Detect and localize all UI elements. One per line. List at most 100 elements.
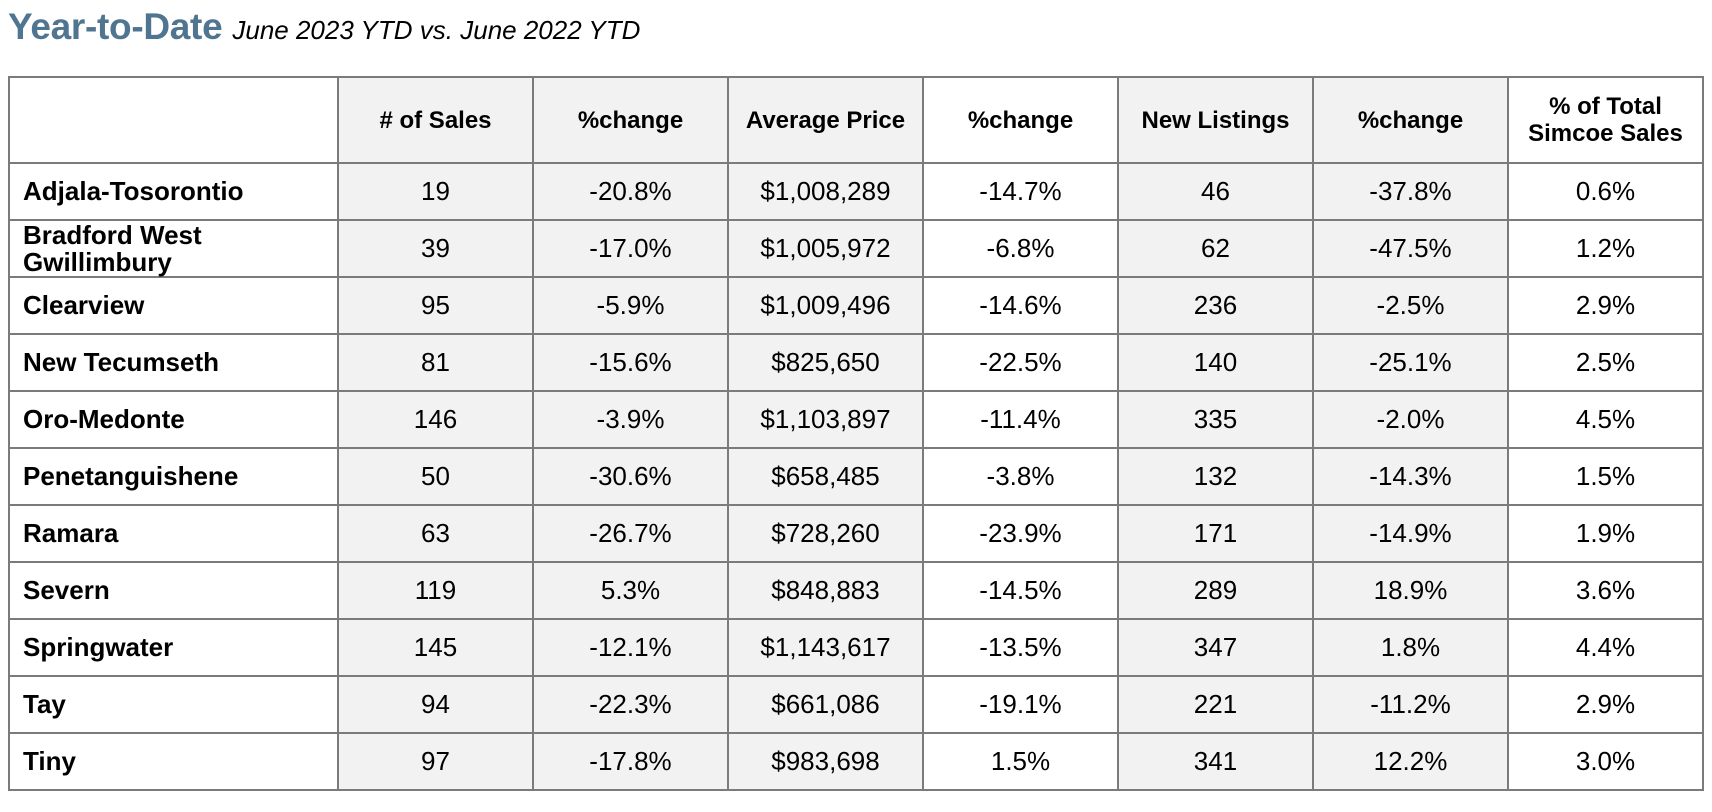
average-price-cell: $1,143,617: [727, 618, 924, 677]
average-price-cell: $848,883: [727, 561, 924, 620]
num-sales-cell: 119: [337, 561, 534, 620]
new-listings-cell: 341: [1117, 732, 1314, 791]
table-row: Tay 94 -22.3% $661,086 -19.1% 221 -11.2% 2.9%: [8, 675, 1704, 734]
pct-total-sales-cell: 4.5%: [1507, 390, 1704, 449]
average-price-cell: $1,005,972: [727, 219, 924, 278]
average-price-cell: $825,650: [727, 333, 924, 392]
table-row: Adjala-Tosorontio 19 -20.8% $1,008,289 -14.7…: [8, 162, 1704, 221]
header-sales-change: %change: [532, 76, 729, 164]
area-name-cell: Penetanguishene: [8, 447, 339, 506]
pct-total-sales-cell: 2.9%: [1507, 675, 1704, 734]
price-change-cell: 1.5%: [922, 732, 1119, 791]
listings-change-cell: -2.0%: [1312, 390, 1509, 449]
table-row: Penetanguishene 50 -30.6% $658,485 -3.8% 132-…: [8, 447, 1704, 506]
price-change-cell: -22.5%: [922, 333, 1119, 392]
listings-change-cell: -2.5%: [1312, 276, 1509, 335]
num-sales-cell: 97: [337, 732, 534, 791]
header-new-listings: New Listings: [1117, 76, 1314, 164]
average-price-cell: $1,008,289: [727, 162, 924, 221]
area-name-cell: Ramara: [8, 504, 339, 563]
area-name-cell: Oro-Medonte: [8, 390, 339, 449]
price-change-cell: -13.5%: [922, 618, 1119, 677]
listings-change-cell: 1.8%: [1312, 618, 1509, 677]
listings-change-cell: -47.5%: [1312, 219, 1509, 278]
new-listings-cell: 132: [1117, 447, 1314, 506]
pct-total-sales-cell: 4.4%: [1507, 618, 1704, 677]
sales-change-cell: -3.9%: [532, 390, 729, 449]
price-change-cell: -14.7%: [922, 162, 1119, 221]
table-row: Severn 119 5.3% $848,883 -14.5% 289 18.9% 3.6%: [8, 561, 1704, 620]
price-change-cell: -14.6%: [922, 276, 1119, 335]
listings-change-cell: -37.8%: [1312, 162, 1509, 221]
num-sales-cell: 146: [337, 390, 534, 449]
num-sales-cell: 145: [337, 618, 534, 677]
new-listings-cell: 62: [1117, 219, 1314, 278]
average-price-cell: $1,009,496: [727, 276, 924, 335]
price-change-cell: -6.8%: [922, 219, 1119, 278]
price-change-cell: -19.1%: [922, 675, 1119, 734]
area-name-cell: Severn: [8, 561, 339, 620]
average-price-cell: $728,260: [727, 504, 924, 563]
new-listings-cell: 347: [1117, 618, 1314, 677]
pct-total-sales-cell: 0.6%: [1507, 162, 1704, 221]
sales-change-cell: -17.8%: [532, 732, 729, 791]
table-header-row: # of Sales %change Average Price %change…: [8, 76, 1704, 164]
average-price-cell: $1,103,897: [727, 390, 924, 449]
num-sales-cell: 19: [337, 162, 534, 221]
price-change-cell: -14.5%: [922, 561, 1119, 620]
pct-total-sales-cell: 1.2%: [1507, 219, 1704, 278]
sales-change-cell: -20.8%: [532, 162, 729, 221]
pct-total-sales-cell: 2.9%: [1507, 276, 1704, 335]
price-change-cell: -23.9%: [922, 504, 1119, 563]
pct-total-sales-cell: 1.9%: [1507, 504, 1704, 563]
sales-change-cell: -5.9%: [532, 276, 729, 335]
new-listings-cell: 140: [1117, 333, 1314, 392]
pct-total-sales-cell: 3.0%: [1507, 732, 1704, 791]
header-listings-change: %change: [1312, 76, 1509, 164]
num-sales-cell: 81: [337, 333, 534, 392]
table-row: Oro-Medonte 146 -3.9% $1,103,897 -11.4% 335 -2…: [8, 390, 1704, 449]
sales-change-cell: -15.6%: [532, 333, 729, 392]
table-row: Tiny 97 -17.8% $983,698 1.5% 341 12.2% 3.0%: [8, 732, 1704, 791]
num-sales-cell: 39: [337, 219, 534, 278]
area-name-cell: Clearview: [8, 276, 339, 335]
new-listings-cell: 335: [1117, 390, 1314, 449]
listings-change-cell: 12.2%: [1312, 732, 1509, 791]
num-sales-cell: 95: [337, 276, 534, 335]
new-listings-cell: 289: [1117, 561, 1314, 620]
area-name-cell: Tay: [8, 675, 339, 734]
sales-change-cell: -22.3%: [532, 675, 729, 734]
listings-change-cell: -14.9%: [1312, 504, 1509, 563]
table-row: Clearview 95 -5.9% $1,009,496 -14.6% 236 -2.5%…: [8, 276, 1704, 335]
header-pct-total-simcoe-sales: % of Total Simcoe Sales: [1507, 76, 1704, 164]
sales-change-cell: -30.6%: [532, 447, 729, 506]
num-sales-cell: 50: [337, 447, 534, 506]
area-name-cell: New Tecumseth: [8, 333, 339, 392]
area-name-cell: Bradford West Gwillimbury: [8, 219, 339, 278]
new-listings-cell: 46: [1117, 162, 1314, 221]
new-listings-cell: 171: [1117, 504, 1314, 563]
page-subtitle: June 2023 YTD vs. June 2022 YTD: [232, 15, 641, 45]
header-area-cell: [8, 76, 339, 164]
header-price-change: %change: [922, 76, 1119, 164]
ytd-sales-table: # of Sales %change Average Price %change…: [8, 76, 1704, 791]
header-average-price: Average Price: [727, 76, 924, 164]
listings-change-cell: 18.9%: [1312, 561, 1509, 620]
area-name-cell: Springwater: [8, 618, 339, 677]
area-name-cell: Tiny: [8, 732, 339, 791]
average-price-cell: $658,485: [727, 447, 924, 506]
average-price-cell: $983,698: [727, 732, 924, 791]
report-heading: Year-to-Date June 2023 YTD vs. June 2022…: [8, 6, 640, 54]
page-title: Year-to-Date: [8, 6, 223, 47]
average-price-cell: $661,086: [727, 675, 924, 734]
pct-total-sales-cell: 1.5%: [1507, 447, 1704, 506]
table-row: New Tecumseth 81 -15.6% $825,650 -22.5% 140 -2…: [8, 333, 1704, 392]
sales-change-cell: -12.1%: [532, 618, 729, 677]
sales-change-cell: 5.3%: [532, 561, 729, 620]
price-change-cell: -3.8%: [922, 447, 1119, 506]
num-sales-cell: 63: [337, 504, 534, 563]
pct-total-sales-cell: 2.5%: [1507, 333, 1704, 392]
table-row: Bradford West Gwillimbury 39 -17.0% $1,005,…: [8, 219, 1704, 278]
table-body: Adjala-Tosorontio 19 -20.8% $1,008,289 -14.7…: [8, 162, 1704, 791]
listings-change-cell: -14.3%: [1312, 447, 1509, 506]
